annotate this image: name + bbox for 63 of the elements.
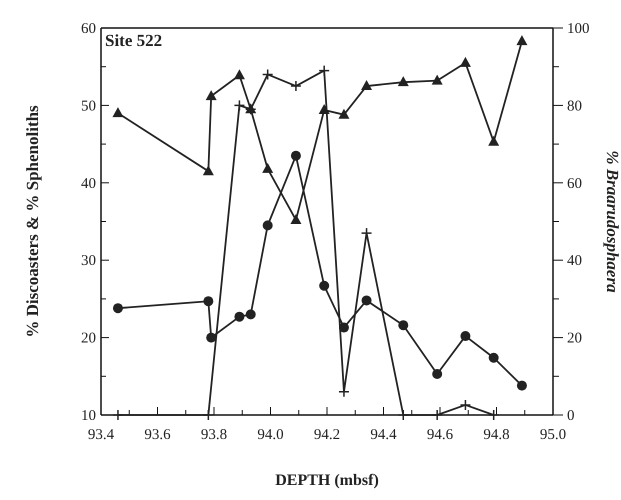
annotation: Site 522 (105, 31, 162, 50)
x-axis-title: DEPTH (mbsf) (275, 472, 379, 489)
point (203, 296, 214, 306)
point (431, 409, 443, 421)
y2-tick-label: 20 (567, 330, 582, 347)
point (361, 80, 372, 90)
point (262, 68, 274, 80)
point (488, 409, 500, 421)
point (112, 107, 124, 118)
point (112, 409, 124, 421)
y-axis-title: % Discoasters & % Sphenoliths (23, 104, 42, 338)
point (338, 108, 350, 119)
point (488, 352, 499, 363)
point (516, 380, 527, 391)
point (206, 332, 216, 343)
point (290, 150, 301, 161)
point (398, 409, 410, 421)
y2-tick-label: 40 (567, 253, 582, 270)
y2-axis-title: % Braarudosphaera (603, 150, 621, 294)
point (460, 331, 470, 342)
y2-tick-label: 60 (567, 176, 582, 192)
point (318, 64, 330, 76)
y-tick-label: 60 (81, 21, 96, 37)
point (112, 303, 123, 314)
x-tick-label: 94.4 (370, 427, 398, 443)
point (246, 309, 256, 320)
x-tick-label: 93.6 (144, 427, 172, 443)
x-tick-label: 95.0 (540, 427, 566, 443)
x-tick-label: 94.8 (483, 427, 510, 443)
y2-tick-label: 80 (567, 98, 582, 114)
point (398, 320, 408, 330)
x-tick-label: 94.2 (314, 427, 340, 443)
x-tick-label: 93.4 (88, 427, 115, 443)
point (432, 368, 442, 379)
point (398, 76, 409, 86)
point (460, 399, 472, 411)
point (234, 312, 244, 322)
point (234, 100, 246, 112)
point (460, 56, 471, 67)
y-tick-label: 40 (81, 176, 96, 192)
y-tick-label: 10 (81, 408, 96, 424)
y-tick-label: 50 (81, 98, 96, 114)
point (432, 74, 443, 85)
point (262, 220, 273, 230)
y-tick-label: 20 (81, 330, 96, 347)
point (290, 80, 302, 92)
point (202, 409, 214, 421)
point (290, 214, 302, 224)
y2-tick-label: 0 (567, 408, 574, 424)
y-tick-label: 30 (81, 253, 96, 270)
point (319, 280, 330, 291)
point (516, 35, 528, 46)
point (488, 136, 500, 146)
x-tick-label: 93.8 (200, 427, 228, 443)
x-tick-label: 94.6 (426, 427, 454, 443)
point (206, 90, 217, 100)
y2-tick-label: 100 (567, 21, 590, 37)
x-tick-label: 94.0 (257, 427, 284, 443)
point (202, 165, 214, 176)
point (234, 69, 245, 80)
point (318, 104, 330, 114)
point (362, 295, 372, 306)
point (262, 162, 274, 173)
